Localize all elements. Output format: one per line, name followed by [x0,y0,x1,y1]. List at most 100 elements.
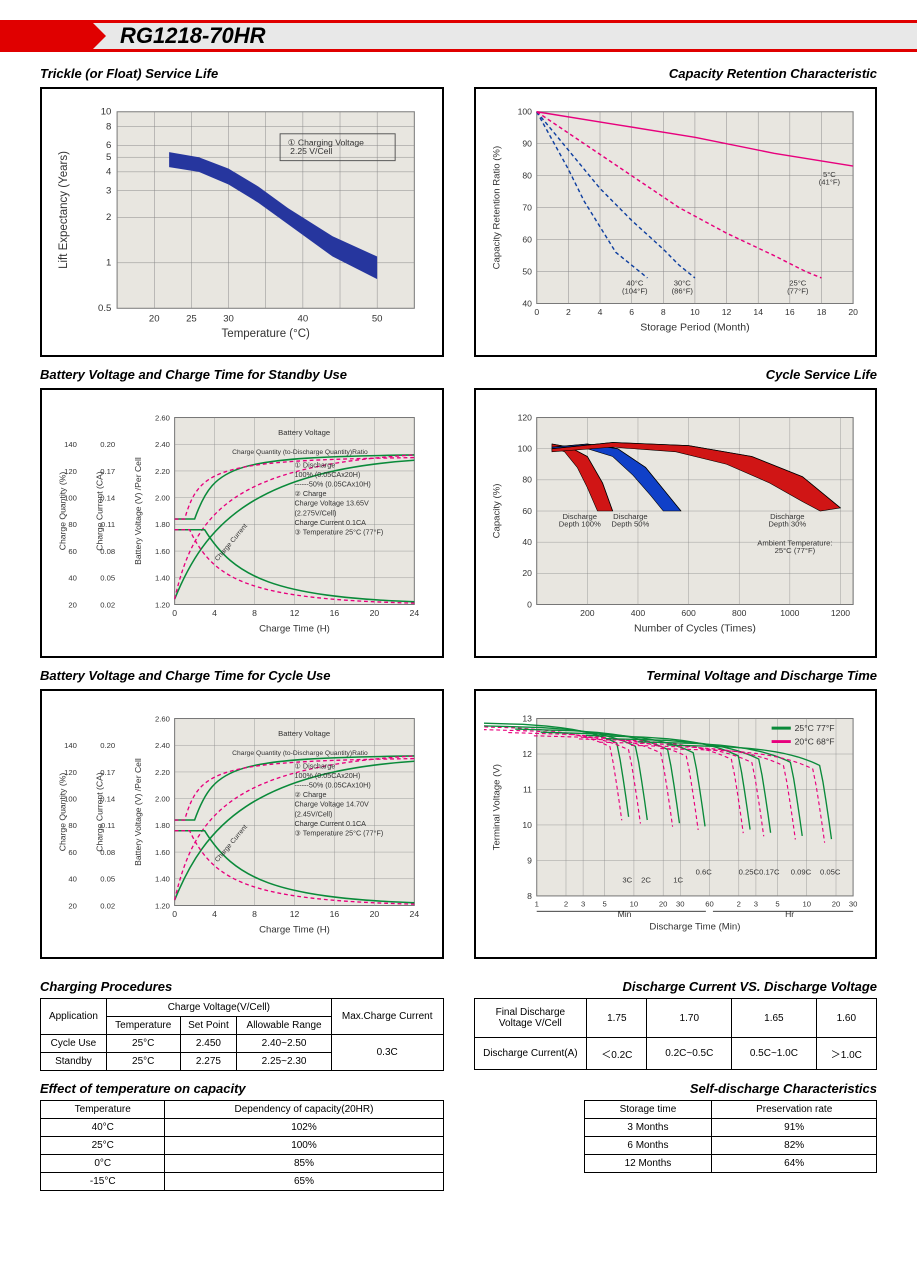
svg-text:80: 80 [68,520,77,529]
svg-text:24: 24 [410,608,420,618]
svg-text:11: 11 [523,784,532,794]
svg-text:0.17: 0.17 [100,768,115,777]
svg-text:100: 100 [64,494,77,503]
trickle-chart: 0.51234568102025304050Temperature (°C)Li… [40,87,444,357]
svg-text:Capacity Retention Ratio (%): Capacity Retention Ratio (%) [491,146,502,270]
svg-text:30°C(86°F): 30°C(86°F) [671,279,693,296]
svg-text:DischargeDepth 100%: DischargeDepth 100% [558,512,600,529]
svg-text:1200: 1200 [830,608,849,618]
svg-text:8: 8 [106,121,111,132]
svg-text:2: 2 [563,899,567,908]
svg-text:3C: 3C [622,875,632,884]
svg-text:3: 3 [106,186,111,197]
svg-text:600: 600 [681,608,696,618]
svg-text:120: 120 [517,412,532,422]
svg-text:0: 0 [527,599,532,609]
svg-text:60: 60 [522,234,532,244]
svg-text:0.6C: 0.6C [695,868,712,877]
svg-text:4: 4 [212,608,217,618]
svg-text:Storage Period (Month): Storage Period (Month) [640,321,749,333]
svg-text:0.5: 0.5 [98,303,111,314]
svg-text:140: 140 [64,440,77,449]
svg-text:1.60: 1.60 [155,547,170,556]
tables-row-2: Effect of temperature on capacity Temper… [0,1071,917,1191]
svg-text:8: 8 [252,909,257,919]
svg-text:0.05: 0.05 [100,574,115,583]
svg-text:25°C(77°F): 25°C(77°F) [787,279,809,296]
svg-text:18: 18 [816,307,826,317]
svg-text:2.00: 2.00 [155,494,170,503]
svg-text:1: 1 [106,258,111,269]
svg-text:80: 80 [522,171,532,181]
svg-text:80: 80 [522,475,532,485]
svg-text:Number of Cycles (Times): Number of Cycles (Times) [633,622,755,634]
svg-text:0.14: 0.14 [100,494,116,503]
discharge-table: Final Discharge Voltage V/Cell1.751.701.… [474,998,878,1070]
svg-text:0.05: 0.05 [100,875,115,884]
svg-text:Temperature (°C): Temperature (°C) [222,328,310,340]
svg-text:Discharge Time (Min): Discharge Time (Min) [649,921,740,932]
svg-text:120: 120 [64,768,77,777]
terminal-title: Terminal Voltage and Discharge Time [474,668,878,683]
svg-text:20: 20 [831,899,840,908]
svg-text:Lift Expectancy (Years): Lift Expectancy (Years) [58,151,70,269]
svg-text:0.17C: 0.17C [759,868,780,877]
charts-grid: Trickle (or Float) Service Life 0.512345… [0,62,917,969]
svg-text:5: 5 [602,899,606,908]
svg-text:Battery Voltage (V) /Per Cell: Battery Voltage (V) /Per Cell [133,457,143,565]
svg-text:DischargeDepth 30%: DischargeDepth 30% [768,512,806,529]
svg-text:Charge Voltage 13.65V: Charge Voltage 13.65V [294,499,369,508]
svg-text:200: 200 [580,608,595,618]
svg-text:25: 25 [186,314,197,325]
svg-text:0.11: 0.11 [101,821,115,830]
svg-text:2.60: 2.60 [155,714,170,723]
tempeffect-table-block: Effect of temperature on capacity Temper… [40,1071,444,1191]
svg-text:120: 120 [64,467,77,476]
svg-text:12: 12 [721,307,731,317]
svg-text:2.20: 2.20 [155,467,170,476]
svg-text:10: 10 [690,307,700,317]
svg-text:4: 4 [597,307,602,317]
terminal-cell: Terminal Voltage and Discharge Time 8910… [474,664,878,959]
svg-text:2.60: 2.60 [155,413,170,422]
header-band: RG1218-70HR [0,20,917,52]
svg-text:9: 9 [527,855,532,865]
svg-text:1.20: 1.20 [155,600,170,609]
svg-text:8: 8 [527,891,532,901]
model-band: RG1218-70HR [90,20,917,52]
svg-text:1: 1 [534,899,538,908]
svg-text:0.08: 0.08 [100,848,115,857]
svg-text:2C: 2C [641,875,651,884]
terminal-chart: 8910111213123510203060235102030Terminal … [474,689,878,959]
svg-text:2.40: 2.40 [155,741,170,750]
svg-text:Charge Time (H): Charge Time (H) [259,623,330,634]
svg-text:10: 10 [522,820,532,830]
svg-text:40: 40 [68,574,77,583]
cyclecharge-chart: Charge Quantity (%)Charge Current (CA)Ba… [40,689,444,959]
svg-text:24: 24 [410,909,420,919]
svg-text:50: 50 [522,266,532,276]
svg-text:③ Temperature 25°C (77°F): ③ Temperature 25°C (77°F) [294,528,383,537]
cyclelife-chart: 02040608010012020040060080010001200Numbe… [474,388,878,658]
svg-text:------50% (0.05CAx10H): ------50% (0.05CAx10H) [294,781,370,790]
selfdischarge-table: Storage timePreservation rate3 Months91%… [584,1100,878,1173]
svg-text:Battery Voltage: Battery Voltage [278,729,330,738]
charging-table-block: Charging Procedures ApplicationCharge Vo… [40,969,444,1071]
svg-text:16: 16 [785,307,795,317]
svg-text:6: 6 [629,307,634,317]
svg-text:Terminal Voltage (V): Terminal Voltage (V) [491,764,502,850]
svg-text:14: 14 [753,307,763,317]
svg-text:1.40: 1.40 [155,875,170,884]
svg-text:20: 20 [370,608,380,618]
svg-text:(2.275V/Cell): (2.275V/Cell) [294,508,336,517]
svg-text:800: 800 [732,608,747,618]
svg-text:3: 3 [580,899,584,908]
svg-text:0.02: 0.02 [100,901,115,910]
svg-text:80: 80 [68,821,77,830]
svg-text:Charge Quantity (to-Discharge: Charge Quantity (to-Discharge Quantity)R… [232,449,368,456]
svg-text:30: 30 [848,899,857,908]
svg-text:0: 0 [534,307,539,317]
svg-text:60: 60 [522,506,532,516]
svg-text:2.40: 2.40 [155,440,170,449]
svg-text:Charge Current (CA): Charge Current (CA) [95,471,105,551]
